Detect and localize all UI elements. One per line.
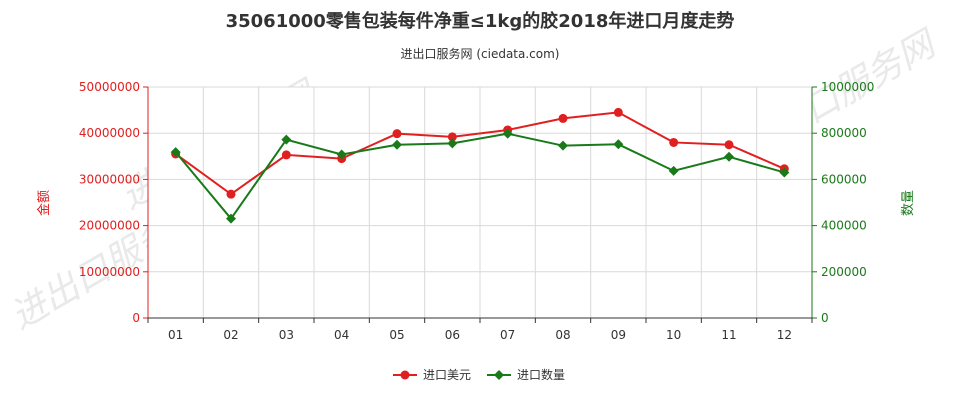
chart-title: 35061000零售包装每件净重≤1kg的胶2018年进口月度走势 <box>226 10 735 32</box>
data-point <box>392 139 402 150</box>
x-tick-label: 05 <box>389 328 404 342</box>
data-point <box>613 107 623 117</box>
data-point <box>447 132 457 142</box>
data-point <box>226 213 236 224</box>
left-tick-label: 40000000 <box>79 126 140 140</box>
x-tick-label: 03 <box>279 328 294 342</box>
data-point <box>392 129 402 139</box>
x-tick-label: 08 <box>555 328 570 342</box>
data-point <box>281 134 292 145</box>
right-tick-label: 0 <box>821 311 829 325</box>
data-point <box>724 151 734 162</box>
left-tick-label: 20000000 <box>79 219 140 233</box>
data-point <box>558 113 568 123</box>
data-point <box>170 147 181 158</box>
left-axis-label: 金额 <box>36 190 52 216</box>
legend-marker <box>494 370 504 380</box>
data-point <box>724 140 734 150</box>
left-tick-label: 10000000 <box>79 265 140 279</box>
chart-subtitle: 进出口服务网 (ciedata.com) <box>401 46 560 61</box>
right-tick-label: 200000 <box>821 265 867 279</box>
plot-area: 0100000002000000030000000400000005000000… <box>79 80 875 342</box>
x-tick-label: 04 <box>334 328 349 342</box>
data-point <box>613 139 624 150</box>
right-tick-label: 400000 <box>821 219 867 233</box>
data-point <box>281 150 291 160</box>
data-point <box>226 189 236 199</box>
x-tick-label: 09 <box>611 328 626 342</box>
right-tick-label: 800000 <box>821 126 867 140</box>
right-tick-label: 1000000 <box>821 80 874 94</box>
left-tick-label: 0 <box>132 311 140 325</box>
data-point <box>668 165 679 176</box>
x-tick-label: 12 <box>777 328 792 342</box>
legend-label: 进口数量 <box>517 367 565 382</box>
x-tick-label: 11 <box>721 328 736 342</box>
right-tick-label: 600000 <box>821 172 867 186</box>
x-tick-label: 06 <box>445 328 460 342</box>
x-tick-label: 02 <box>223 328 238 342</box>
x-tick-label: 01 <box>168 328 183 342</box>
data-point <box>669 137 679 147</box>
data-point <box>779 167 790 178</box>
data-point <box>336 149 347 160</box>
data-point <box>558 140 568 151</box>
x-tick-label: 07 <box>500 328 515 342</box>
series-line <box>175 111 785 196</box>
data-point <box>502 128 513 139</box>
left-tick-label: 30000000 <box>79 172 140 186</box>
left-tick-label: 50000000 <box>79 80 140 94</box>
x-tick-label: 10 <box>666 328 681 342</box>
legend-label: 进口美元 <box>423 368 471 382</box>
series-line <box>174 132 785 221</box>
legend: 进口美元 进口数量 <box>393 367 565 382</box>
data-point <box>447 138 458 149</box>
legend-marker <box>400 370 410 380</box>
right-axis-label: 数量 <box>901 190 916 216</box>
